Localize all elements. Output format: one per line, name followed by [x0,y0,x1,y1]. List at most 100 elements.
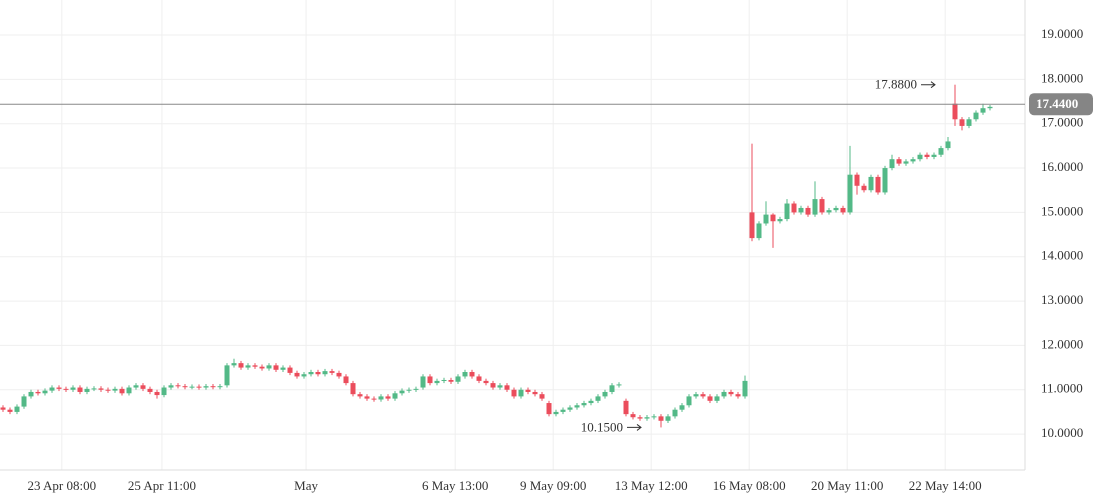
candle-body [973,112,979,120]
candle-body [371,398,377,400]
candle-body [476,376,482,381]
candle-body [686,396,692,406]
candle-body [175,385,181,387]
candle-body [455,376,461,382]
candle-body [770,214,776,222]
candle-body [602,391,608,397]
candle-body [910,159,916,162]
candle-body [714,396,720,401]
candle-body [553,411,559,415]
candle-body [406,389,412,391]
candle-body [805,207,811,215]
candle-body [210,386,216,388]
candle-body [84,388,90,392]
candle-body [875,176,881,193]
candle-body [497,385,503,388]
candle-body [182,386,188,388]
x-tick-label: 20 May 11:00 [811,478,883,493]
candle-body [231,363,237,366]
candle-body [308,372,314,375]
candle-body [42,390,48,394]
candle-body [903,161,909,164]
candle-body [7,409,13,412]
candle-body [392,393,398,399]
candle-body [21,396,27,407]
candle-body [77,387,83,392]
candle-body [539,394,545,399]
candle-body [861,185,867,191]
last-price-box [1029,93,1093,116]
candle-body [588,400,594,404]
candle-body [483,380,489,384]
candle-body [49,387,55,391]
y-tick-label: 12.0000 [1041,336,1083,351]
candle-body [336,372,342,377]
candle-body [196,386,202,388]
candle-body [763,214,769,224]
candle-body [567,407,573,410]
candle-body [399,390,405,394]
candle-body [469,372,475,377]
candle-body [917,154,923,160]
annotation-label: 17.8800 [875,77,917,92]
candle-body [847,174,853,213]
candle-body [749,212,755,239]
candle-body [826,210,832,213]
candle-body [868,176,874,191]
candle-body [658,416,664,421]
candle-body [672,409,678,417]
candle-body [532,391,538,395]
x-tick-label: 16 May 08:00 [713,478,786,493]
y-tick-label: 18.0000 [1041,70,1083,85]
candle-body [945,141,951,149]
candle-body [70,387,76,390]
candle-body [294,372,300,377]
candle-body [616,384,622,386]
y-tick-label: 14.0000 [1041,248,1083,263]
candle-body [931,154,937,157]
candle-body [651,416,657,418]
candle-body [273,365,279,370]
candle-body [147,388,153,392]
candle-body [854,174,860,186]
candle-body [938,148,944,155]
candle-body [595,396,601,401]
candle-body [350,383,356,395]
candle-body [252,365,258,367]
candle-body [777,219,783,222]
x-tick-label: 23 Apr 08:00 [27,478,96,493]
y-tick-label: 15.0000 [1041,203,1083,218]
candle-body [105,389,111,391]
candle-body [504,385,510,390]
candle-body [63,388,69,390]
y-tick-label: 16.0000 [1041,159,1083,174]
candle-body [889,159,895,169]
candle-body [217,386,223,388]
candle-body [448,379,454,382]
candle-body [126,387,132,394]
candle-body [238,363,244,368]
candle-body [140,385,146,389]
candle-body [287,367,293,373]
candle-body [518,389,524,397]
candle-body [462,372,468,377]
candle-body [259,366,265,369]
candle-body [441,379,447,381]
candle-body [756,223,762,239]
x-tick-label: 6 May 13:00 [422,478,488,493]
x-tick-label: May [294,478,318,493]
candle-body [343,376,349,384]
candle-body [742,380,748,397]
candle-body [574,405,580,408]
annotation-label: 10.1500 [581,419,623,434]
candle-body [385,396,391,399]
candle-body [427,376,433,384]
y-tick-label: 17.0000 [1041,115,1083,130]
candle-body [693,394,699,397]
y-tick-label: 10.0000 [1041,425,1083,440]
candle-body [280,367,286,370]
candle-body [413,388,419,390]
candle-body [819,199,825,213]
candle-body [28,391,34,397]
candle-body [966,119,972,126]
